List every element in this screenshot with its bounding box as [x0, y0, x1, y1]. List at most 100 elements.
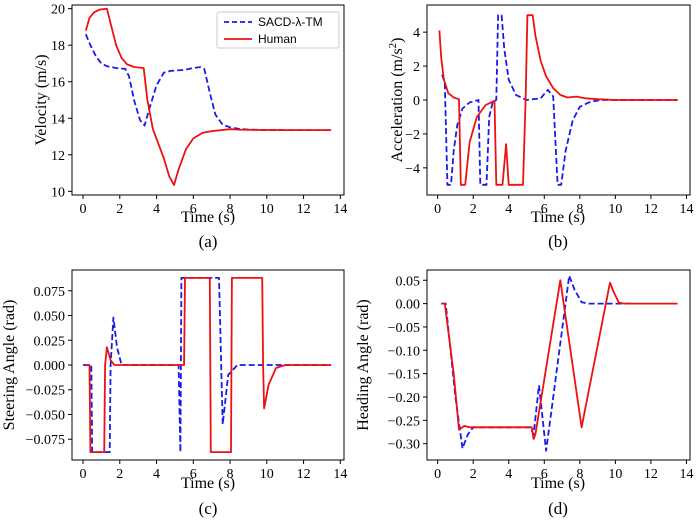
panel-b-ylabel: Acceleration (m/s2)	[387, 38, 406, 163]
panel-a-ytick-label: 14	[51, 112, 65, 127]
panel-c-xtick-label: 2	[116, 467, 123, 482]
panel-b-xtick-label: 2	[470, 202, 477, 217]
panel-a-ytick-label: 20	[51, 3, 65, 18]
panel-b-xtick-label: 10	[608, 202, 622, 217]
panel-a-yticks: 10 12 14 16 18 20	[51, 3, 72, 200]
panel-a-xticks: 0 2 4 6 8 10 12 14	[80, 195, 347, 217]
panel-d-xtick-label: 6	[541, 467, 548, 482]
panel-c-ytick-label: −0.050	[26, 408, 65, 423]
panel-b-xticks: 0 2 4 6 8 10 12 14	[434, 195, 693, 217]
panel-a-frame	[71, 4, 345, 196]
panel-c-ytick-label: −0.075	[26, 433, 65, 448]
panel-c-series	[83, 276, 332, 454]
panel-d-xticks: 0 2 4 6 8 10 12 14	[434, 460, 693, 482]
panel-a-xtick-label: 4	[153, 202, 160, 217]
panel-b-series	[438, 14, 678, 186]
panel-b-ytick-label: 0	[413, 94, 420, 109]
panel-b-ytick-label: −4	[405, 162, 420, 177]
panel-c-series-human-line	[84, 276, 332, 454]
panel-a-ytick-label: 18	[51, 39, 65, 54]
panel-a-ytick-label: 12	[51, 149, 65, 164]
panel-d: −0.30 −0.25 −0.20 −0.15 −0.10 −0.05 0.00 0.05 0…	[355, 269, 693, 518]
panel-c-ytick-label: 0.000	[34, 359, 66, 374]
panel-c-ylabel: Steering Angle (rad)	[1, 300, 18, 431]
panel-b-xtick-label: 0	[434, 202, 441, 217]
panel-d-ytick-label: −0.30	[388, 438, 420, 453]
panel-d-xtick-label: 10	[608, 467, 622, 482]
panel-a-series-human-line	[84, 7, 332, 186]
panel-c-ytick-label: 0.050	[34, 310, 66, 325]
panel-a-xtick-label: 6	[190, 202, 197, 217]
panel-d-xtick-label: 8	[576, 467, 583, 482]
panel-d-ylabel: Heading Angle (rad)	[355, 299, 372, 431]
panel-a-xtick-label: 12	[297, 202, 311, 217]
panel-d-xlabel: Time (s)	[531, 475, 585, 492]
panel-b-xtick-label: 6	[541, 202, 548, 217]
panel-d-ytick-label: 0.05	[396, 274, 421, 289]
legend: SACD-λ-TM Human	[216, 11, 340, 49]
panel-c-xtick-label: 12	[297, 467, 311, 482]
panel-b-xlabel: Time (s)	[531, 209, 585, 226]
panel-d-xtick-label: 12	[644, 467, 658, 482]
panel-d-series-sacd-line	[441, 274, 634, 452]
panel-d-caption: (d)	[548, 499, 568, 518]
panel-c: −0.075 −0.050 −0.025 0.000 0.025 0.050 0.075 0…	[1, 269, 347, 518]
panel-a-xtick-label: 8	[227, 202, 234, 217]
panel-d-frame	[426, 269, 691, 461]
panel-d-ytick-label: −0.05	[388, 321, 420, 336]
panel-d-xtick-label: 2	[470, 467, 477, 482]
panel-c-xtick-label: 8	[227, 467, 234, 482]
panel-c-ytick-label: 0.075	[34, 285, 66, 300]
panel-c-xticks: 0 2 4 6 8 10 12 14	[80, 460, 347, 482]
panel-d-xtick-label: 4	[505, 467, 512, 482]
panel-b-series-human-line	[438, 14, 678, 186]
panel-c-xtick-label: 14	[333, 467, 347, 482]
legend-label-human: Human	[258, 32, 297, 46]
panel-d-ytick-label: −0.20	[388, 391, 420, 406]
panel-b-xtick-label: 4	[505, 202, 512, 217]
panel-b-yticks: −4 −2 0 2 4	[405, 26, 427, 177]
panel-b-xtick-label: 14	[679, 202, 693, 217]
panel-a-caption: (a)	[199, 232, 218, 251]
panel-b-caption: (b)	[548, 232, 568, 251]
panel-a-xtick-label: 10	[260, 202, 274, 217]
panel-b-ytick-label: 4	[413, 26, 420, 41]
panel-a-series	[84, 7, 332, 186]
panel-b: −4 −2 0 2 4 0 2 4 6 8 10 12 14 Time (s) Acceleratio…	[387, 4, 693, 251]
panel-b-ytick-label: 2	[413, 60, 420, 75]
panel-b-ylabel-sup: 2	[387, 43, 399, 49]
panel-a-ylabel: Velocity (m/s)	[33, 54, 50, 145]
panel-b-xtick-label: 8	[576, 202, 583, 217]
panel-d-xtick-label: 14	[679, 467, 693, 482]
panel-a: 10 12 14 16 18 20 0 2 4 6 8 10 12 14 Time (s) Veloci…	[33, 3, 347, 251]
panel-a-xtick-label: 2	[116, 202, 123, 217]
panel-c-ytick-label: 0.025	[34, 334, 66, 349]
panel-c-xtick-label: 6	[190, 467, 197, 482]
panel-c-xtick-label: 4	[153, 467, 160, 482]
panel-b-ytick-label: −2	[405, 128, 420, 143]
panel-d-yticks: −0.30 −0.25 −0.20 −0.15 −0.10 −0.05 0.00 0.05	[388, 274, 427, 453]
panel-b-ylabel-main: Acceleration (m/s	[389, 48, 406, 162]
panel-a-xlabel: Time (s)	[181, 209, 235, 226]
panel-c-series-sacd-line	[83, 276, 332, 454]
panel-a-ytick-label: 10	[51, 185, 65, 200]
panel-c-xtick-label: 10	[260, 467, 274, 482]
panel-b-xtick-label: 12	[644, 202, 658, 217]
panel-d-ytick-label: −0.10	[388, 344, 420, 359]
panel-b-ylabel-end: )	[389, 38, 406, 43]
panel-a-xtick-label: 14	[333, 202, 347, 217]
panel-d-series-human-line	[441, 279, 678, 440]
panel-c-xlabel: Time (s)	[181, 475, 235, 492]
panel-c-yticks: −0.075 −0.050 −0.025 0.000 0.025 0.050 0.075	[26, 285, 72, 448]
panel-a-series-sacd-line	[84, 33, 332, 132]
panel-a-ytick-label: 16	[51, 76, 65, 91]
panel-d-series	[441, 274, 678, 452]
panel-d-ytick-label: 0.00	[396, 298, 421, 313]
legend-label-sacd: SACD-λ-TM	[258, 15, 323, 29]
panel-c-caption: (c)	[199, 499, 218, 518]
panel-d-ytick-label: −0.25	[388, 414, 420, 429]
panel-c-ytick-label: −0.025	[26, 384, 65, 399]
panel-c-xtick-label: 0	[80, 467, 87, 482]
panel-d-xtick-label: 0	[434, 467, 441, 482]
